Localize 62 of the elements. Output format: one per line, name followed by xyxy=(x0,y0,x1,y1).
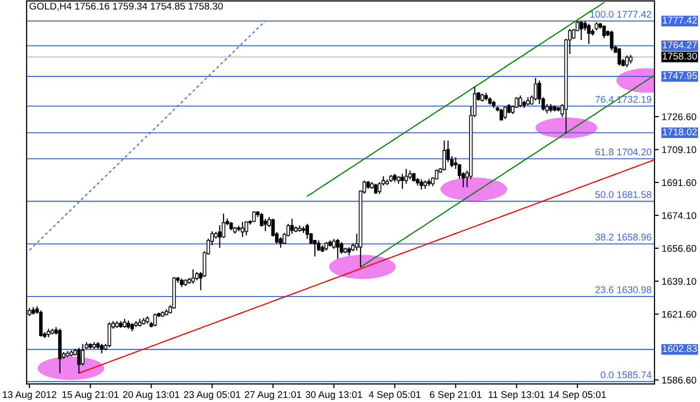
chart-title: GOLD,H4 1756.16 1759.34 1754.85 1758.30 xyxy=(30,2,223,11)
y-tick-label: 1674.10 xyxy=(662,212,696,219)
annotation: 38.2 1658.96 xyxy=(595,234,652,241)
y-tick-label: 1639.10 xyxy=(662,278,696,285)
y-tick-label: 1691.60 xyxy=(662,179,696,186)
x-tick-label: 23 Aug 05:01 xyxy=(184,391,240,400)
candlestick xyxy=(579,20,583,40)
candlestick xyxy=(39,310,43,338)
candlestick xyxy=(122,318,126,328)
x-tick-label: 13 Aug 2012 xyxy=(2,391,56,400)
annotation: 23.6 1630.98 xyxy=(595,286,652,294)
annotation: 76.4 1732.19 xyxy=(595,96,652,103)
x-tick-label: 30 Aug 13:01 xyxy=(306,391,362,400)
candlestick xyxy=(252,210,256,223)
y-tick-label: 1726.60 xyxy=(662,113,696,120)
candlestick xyxy=(602,25,606,39)
annotation: 61.8 1704.20 xyxy=(595,148,652,156)
x-tick-label: 27 Aug 21:01 xyxy=(244,391,302,400)
ref-line-label: 1777.42 xyxy=(662,16,697,24)
candlestick xyxy=(108,322,112,348)
ref-line-label: 1718.02 xyxy=(662,128,697,136)
candlestick xyxy=(610,30,614,52)
candlestick xyxy=(264,218,268,232)
candlestick xyxy=(240,221,244,238)
candlestick xyxy=(374,183,378,194)
candlestick xyxy=(260,212,264,228)
candlestick xyxy=(290,218,294,234)
ref-line-label: 1764.27 xyxy=(662,41,697,48)
candlestick xyxy=(332,238,336,250)
x-tick-label: 15 Aug 21:01 xyxy=(62,391,119,400)
candlestick xyxy=(77,347,81,374)
annotation: 100.0 1777.42 xyxy=(590,10,652,18)
x-tick-label: 4 Sep 05:01 xyxy=(368,391,421,400)
y-tick-label: 1709.10 xyxy=(662,146,696,154)
candlestick xyxy=(618,48,622,66)
ref-line-label: 1758.30 xyxy=(662,52,697,60)
candlestick xyxy=(518,94,522,108)
y-tick-label: 1586.60 xyxy=(662,376,696,384)
candlestick xyxy=(336,238,340,260)
ref-line-label: 1602.83 xyxy=(662,345,697,352)
candlestick xyxy=(420,178,424,190)
candlestick xyxy=(153,313,157,327)
annotation: 50.0 1681.58 xyxy=(595,191,652,198)
candlestick xyxy=(244,220,248,236)
candlestick xyxy=(587,23,591,45)
y-tick-label: 1621.60 xyxy=(662,310,696,318)
candlestick xyxy=(80,343,84,366)
candlestick xyxy=(400,173,404,190)
candlestick xyxy=(534,77,538,102)
candlestick xyxy=(218,224,222,248)
candlestick xyxy=(625,54,629,68)
ref-line-label: 1747.95 xyxy=(662,72,697,80)
x-tick-label: 20 Aug 13:01 xyxy=(123,391,180,400)
x-tick-label: 6 Sep 21:01 xyxy=(430,391,482,400)
x-tick-label: 11 Sep 13:01 xyxy=(488,391,545,400)
candlestick xyxy=(191,268,195,284)
y-tick-label: 1656.60 xyxy=(662,245,696,252)
annotation: 0.0 1585.74 xyxy=(600,371,652,378)
candlestick xyxy=(503,106,507,120)
x-tick-label: 14 Sep 05:01 xyxy=(549,391,606,400)
candlestick xyxy=(442,140,446,171)
candlestick xyxy=(100,343,104,354)
